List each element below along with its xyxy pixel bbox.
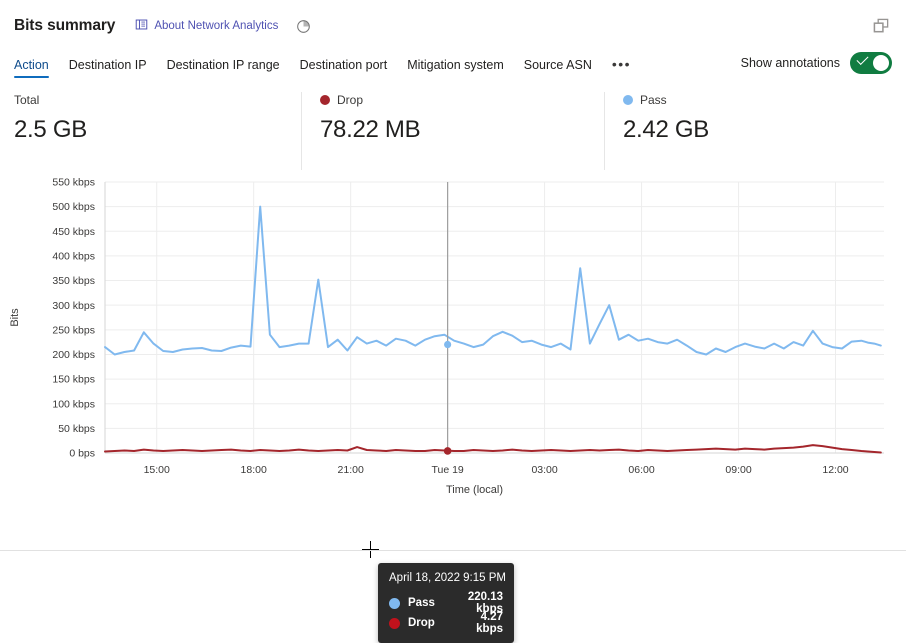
tab-source-asn[interactable]: Source ASN [524,58,592,78]
x-axis-tick-label: 15:00 [144,464,170,476]
y-axis-tick-label: 150 kbps [52,374,95,386]
y-axis-tick-label: 450 kbps [52,226,95,238]
about-link-label: About Network Analytics [154,20,279,32]
y-axis-tick-label: 550 kbps [52,177,95,189]
toggle-knob [873,55,889,71]
y-axis-tick-label: 250 kbps [52,324,95,336]
stat-label-row: Total [14,92,275,108]
page-title: Bits summary [14,17,116,34]
x-axis-tick-label: 09:00 [725,464,751,476]
tab-mitigation-system[interactable]: Mitigation system [407,58,504,78]
series-line-drop [104,444,882,454]
chart-tooltip: April 18, 2022 9:15 PM Pass 220.13 kbps … [378,563,514,643]
tab-label: Destination IP [68,58,147,72]
show-annotations-control: Show annotations [741,52,892,78]
more-tabs-button[interactable]: ••• [611,56,632,72]
stat-value: 2.42 GB [623,116,709,143]
chart-canvas[interactable]: 550 kbps 500 kbps 450 kbps 400 kbps 350 kbps… [0,170,906,510]
tooltip-series-value: 4.27 kbps [476,611,503,635]
x-axis-tick-label: Tue 19 [431,464,463,476]
tab-destination-port[interactable]: Destination port [300,58,388,78]
drop-color-dot [320,95,330,105]
y-axis-tick-label: 400 kbps [52,251,95,263]
x-axis-tick-label: 18:00 [241,464,267,476]
tab-label: Destination IP range [166,58,280,72]
stat-label: Drop [337,93,364,107]
y-axis-title: Bits [9,308,21,327]
drop-color-dot [389,617,400,629]
bits-timeseries-chart[interactable]: 550 kbps 500 kbps 450 kbps 400 kbps 350 kbps… [0,170,906,643]
tab-label: Destination port [299,58,388,72]
x-axis-tick-label: 21:00 [338,464,364,476]
crosshair-cursor [362,541,379,558]
book-icon [135,18,148,34]
tab-destination-ip-range[interactable]: Destination IP range [167,58,280,78]
panel-header: Bits summary About Network Analytics [0,0,906,40]
y-axis-tick-label: 200 kbps [52,349,95,361]
stat-label: Total [14,93,40,107]
hover-marker-pass [444,340,452,349]
x-axis-tick-label: 06:00 [628,464,654,476]
stat-pass: Pass 2.42 GB [604,92,904,170]
y-axis-tick-label: 300 kbps [52,300,95,312]
series-line-pass [104,205,882,356]
hover-marker-drop [443,447,452,455]
tooltip-row-pass: Pass 220.13 kbps [389,591,503,615]
show-annotations-toggle[interactable] [850,52,892,74]
x-axis-title: Time (local) [446,484,503,496]
tab-label: Mitigation system [407,58,504,72]
show-annotations-label: Show annotations [740,56,840,70]
stat-total: Total 2.5 GB [14,92,301,170]
tooltip-row-drop: Drop 4.27 kbps [389,611,503,635]
pie-chart-icon[interactable] [296,19,311,34]
y-axis-tick-label: 350 kbps [52,275,95,287]
about-network-analytics-link[interactable]: About Network Analytics [135,18,278,34]
stat-label: Pass [640,93,667,107]
stat-value: 2.5 GB [14,116,87,143]
tab-action[interactable]: Action [14,58,49,78]
tooltip-series-name: Drop [408,617,435,629]
y-axis-tick-label: 100 kbps [52,398,95,410]
open-in-new-window-icon[interactable] [871,16,892,37]
stat-drop: Drop 78.22 MB [301,92,604,170]
tab-label: Source ASN [523,58,592,72]
stat-value: 78.22 MB [320,116,421,143]
stat-label-row: Pass [623,92,878,108]
x-axis-tick-label: 03:00 [531,464,557,476]
stat-label-row: Drop [320,92,578,108]
x-axis-tick-label: 12:00 [822,464,848,476]
check-icon [856,52,869,66]
tab-label: Action [14,58,49,72]
tooltip-series-name: Pass [408,597,435,609]
tab-destination-ip[interactable]: Destination IP [69,58,147,78]
y-axis-tick-label: 0 bps [69,448,95,460]
pass-color-dot [389,597,400,609]
summary-stats: Total 2.5 GB Drop 78.22 MB Pass 2.42 GB [0,92,906,170]
pass-color-dot [623,95,633,105]
tooltip-timestamp: April 18, 2022 9:15 PM [389,572,506,584]
tab-strip: Action Destination IP Destination IP ran… [0,48,906,78]
y-axis-tick-label: 500 kbps [52,201,95,213]
y-axis-tick-label: 50 kbps [58,423,95,435]
